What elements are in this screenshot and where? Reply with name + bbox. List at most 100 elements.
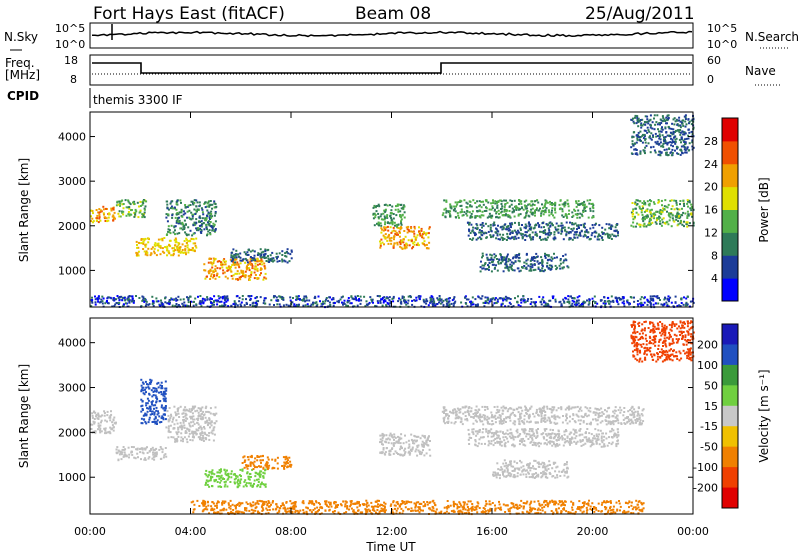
range-gate-cell [115,302,118,304]
range-gate-cell [153,418,156,421]
range-gate-cell [686,215,689,218]
range-gate-cell [456,203,459,206]
range-gate-cell [219,481,222,484]
range-gate-cell [250,295,253,297]
range-gate-cell [571,229,574,232]
range-gate-cell [201,217,204,220]
range-gate-cell [145,404,148,407]
range-gate-cell [196,208,199,211]
range-gate-cell [669,296,672,299]
range-gate-cell [239,468,242,471]
range-gate-cell [264,272,267,275]
range-gate-cell [540,226,543,229]
range-gate-cell [137,250,140,253]
range-gate-cell [665,151,668,154]
range-gate-cell [665,301,668,304]
range-gate-cell [581,215,584,218]
range-gate-cell [536,260,539,263]
range-gate-cell [137,241,140,244]
range-gate-cell [117,296,120,299]
range-gate-cell [383,299,385,302]
range-gate-cell [176,199,179,202]
range-gate-cell [400,302,403,305]
range-gate-cell [182,251,185,254]
range-gate-cell [642,123,645,126]
range-gate-cell [594,418,597,421]
range-gate-cell [468,406,471,408]
range-gate-cell [620,298,623,301]
range-gate-cell [679,126,682,129]
range-gate-cell [174,439,177,442]
range-gate-cell [465,212,468,215]
range-gate-cell [508,266,511,269]
range-gate-cell [183,426,186,429]
range-gate-cell [536,207,538,210]
range-gate-cell [670,141,673,144]
range-gate-cell [260,254,263,256]
range-gate-cell [212,222,215,225]
range-gate-cell [136,246,139,249]
range-gate-cell [504,305,507,308]
range-gate-cell [567,202,570,205]
range-gate-cell [265,277,268,280]
range-gate-cell [425,243,428,246]
range-gate-cell [615,223,618,226]
range-gate-cell [678,116,681,119]
range-gate-cell [99,424,102,427]
range-gate-cell [636,118,639,121]
range-gate-cell [663,148,666,151]
range-gate-cell [669,135,672,138]
range-gate-cell [490,230,493,233]
range-gate-cell [384,216,387,219]
range-gate-cell [502,258,505,261]
range-gate-cell [442,304,445,307]
range-gate-cell [541,260,544,263]
range-gate-cell [475,206,478,209]
range-gate-cell [650,132,653,135]
range-gate-cell [604,228,607,231]
range-gate-cell [230,275,233,277]
range-gate-cell [663,298,666,301]
range-gate-cell [187,204,190,207]
range-gate-cell [112,429,115,432]
range-gate-cell [504,263,507,266]
range-gate-cell [400,437,403,440]
range-gate-cell [239,303,242,306]
range-gate-cell [284,252,287,255]
range-gate-cell [153,413,156,416]
range-gate-cell [283,465,286,467]
range-gate-cell [386,301,389,304]
range-gate-cell [210,421,213,424]
range-gate-cell [205,482,207,485]
range-gate-cell [199,302,202,305]
range-gate-cell [187,233,190,236]
range-gate-cell [546,224,549,227]
range-gate-cell [141,203,144,206]
range-gate-cell [257,260,260,263]
range-gate-cell [569,231,572,234]
range-gate-cell [112,207,114,210]
range-gate-cell [541,209,544,212]
range-gate-cell [122,303,125,306]
range-gate-cell [529,204,532,207]
range-gate-cell [91,296,93,299]
range-gate-cell [115,298,118,301]
range-gate-cell [239,259,242,262]
range-gate-cell [223,263,226,266]
range-gate-cell [386,297,389,300]
range-gate-cell [603,296,606,299]
range-gate-cell [424,244,427,247]
range-gate-cell [683,141,686,143]
range-gate-cell [92,212,94,215]
range-gate-cell [197,208,200,211]
range-gate-cell [234,261,237,264]
range-gate-cell [190,249,193,251]
range-gate-cell [116,295,119,297]
range-gate-cell [180,436,183,439]
range-gate-cell [221,297,224,300]
range-gate-cell [393,242,396,245]
range-gate-cell [224,298,227,301]
range-gate-cell [270,259,273,262]
range-gate-cell [673,220,676,223]
range-gate-cell [428,227,431,230]
